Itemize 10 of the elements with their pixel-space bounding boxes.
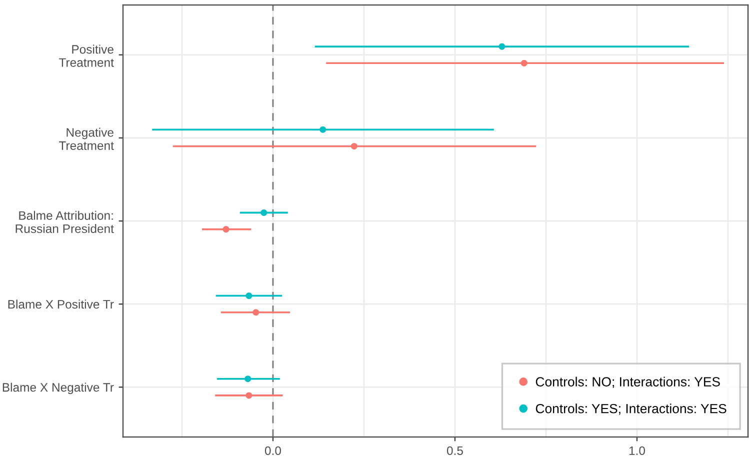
y-tick-label: Blame X Positive Tr: [8, 300, 114, 309]
y-tick-label: Balme Attribution: Russian President: [16, 210, 114, 234]
x-tick-label: 0.5: [446, 446, 463, 456]
x-tick-label: 1.0: [629, 446, 645, 456]
y-tick-label: Positive Treatment: [59, 44, 114, 67]
x-tick-label: 0.0: [264, 446, 281, 456]
legend-label: Controls: YES; Interactions: YES: [536, 404, 726, 415]
y-tick-label: Blame X Negative Tr: [2, 382, 114, 394]
legend-label: Controls: NO; Interactions: YES: [536, 376, 720, 388]
y-tick-label: Negative Treatment: [59, 128, 114, 150]
